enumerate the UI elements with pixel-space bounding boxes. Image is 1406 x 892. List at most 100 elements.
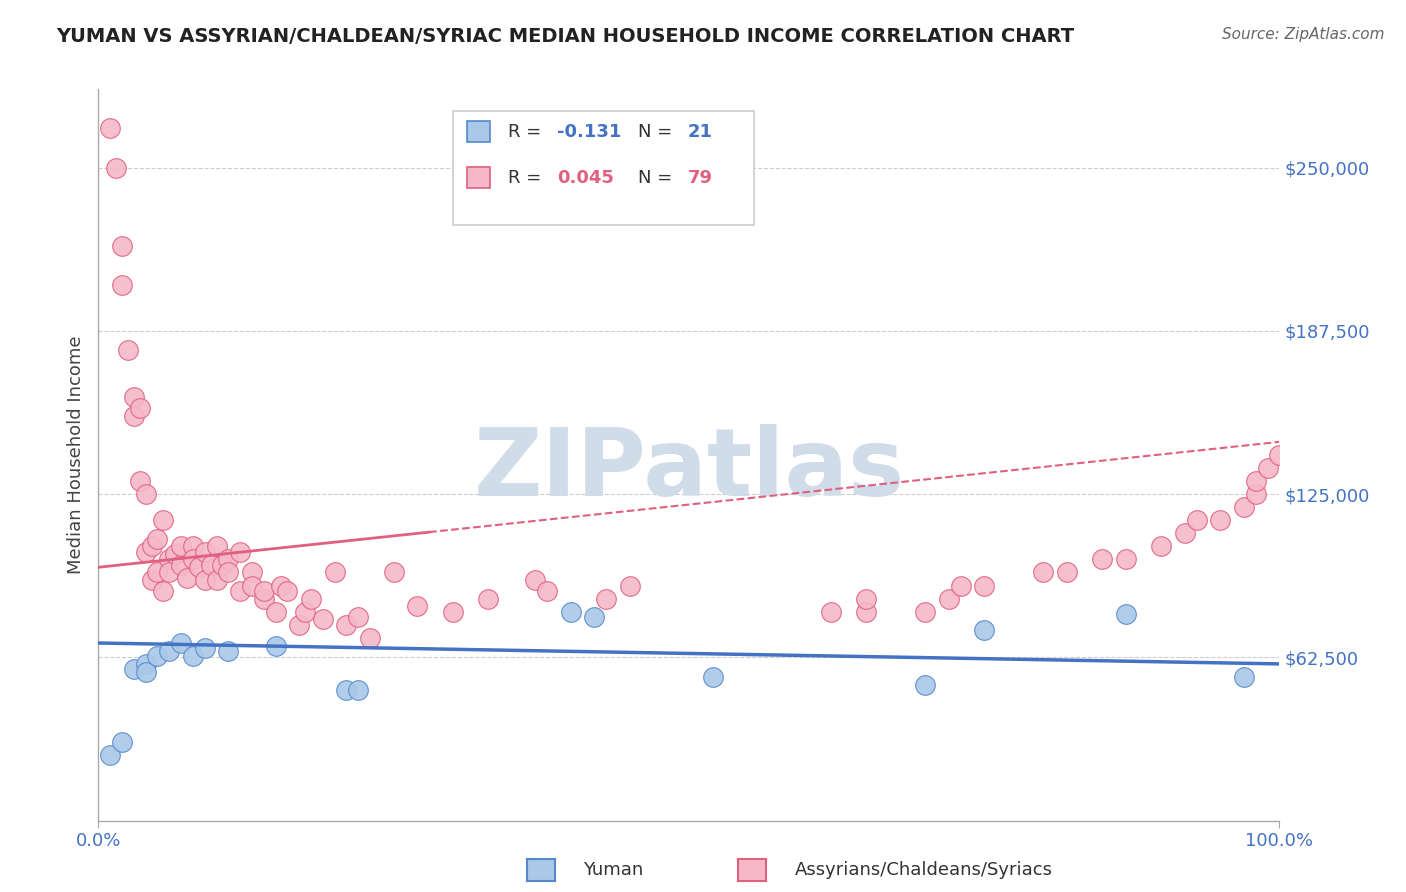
Point bbox=[299, 591, 322, 606]
Point bbox=[152, 513, 174, 527]
Point bbox=[122, 391, 145, 405]
Point bbox=[294, 605, 316, 619]
Point bbox=[949, 578, 972, 592]
Text: 79: 79 bbox=[688, 169, 713, 186]
Point bbox=[141, 539, 163, 553]
Text: -0.131: -0.131 bbox=[557, 122, 621, 141]
Point bbox=[240, 578, 263, 592]
Point bbox=[146, 532, 169, 546]
Point bbox=[347, 610, 370, 624]
Point bbox=[264, 639, 287, 653]
Point bbox=[217, 566, 239, 580]
Point bbox=[1032, 566, 1054, 580]
Point bbox=[323, 566, 346, 580]
Point bbox=[335, 683, 357, 698]
Point bbox=[135, 487, 157, 501]
Point bbox=[200, 558, 222, 572]
Point bbox=[406, 599, 429, 614]
Point bbox=[1244, 474, 1267, 488]
Point bbox=[1115, 607, 1137, 622]
Text: ZIPatlas: ZIPatlas bbox=[474, 424, 904, 516]
Point bbox=[702, 670, 724, 684]
Point bbox=[165, 547, 187, 561]
Point bbox=[583, 610, 606, 624]
Point bbox=[217, 552, 239, 566]
Point bbox=[524, 574, 547, 588]
Y-axis label: Median Household Income: Median Household Income bbox=[66, 335, 84, 574]
Point bbox=[914, 678, 936, 692]
Point bbox=[135, 544, 157, 558]
Point bbox=[111, 239, 134, 253]
Point bbox=[128, 474, 150, 488]
Point bbox=[98, 121, 121, 136]
Point bbox=[855, 591, 877, 606]
Point bbox=[560, 605, 582, 619]
Point bbox=[536, 583, 558, 598]
Point bbox=[205, 539, 228, 553]
Point bbox=[187, 560, 209, 574]
Text: Assyrians/Chaldeans/Syriacs: Assyrians/Chaldeans/Syriacs bbox=[794, 861, 1052, 879]
Point bbox=[146, 649, 169, 664]
Point bbox=[1268, 448, 1291, 462]
Point bbox=[240, 566, 263, 580]
Point bbox=[122, 662, 145, 676]
Point bbox=[973, 578, 995, 592]
Point bbox=[111, 735, 134, 749]
Text: 0.045: 0.045 bbox=[557, 169, 614, 186]
Point bbox=[181, 539, 204, 553]
Text: R =: R = bbox=[508, 122, 547, 141]
Point bbox=[117, 343, 139, 358]
FancyBboxPatch shape bbox=[453, 112, 754, 225]
Point bbox=[141, 574, 163, 588]
Point bbox=[477, 591, 499, 606]
Point bbox=[441, 605, 464, 619]
Text: YUMAN VS ASSYRIAN/CHALDEAN/SYRIAC MEDIAN HOUSEHOLD INCOME CORRELATION CHART: YUMAN VS ASSYRIAN/CHALDEAN/SYRIAC MEDIAN… bbox=[56, 27, 1074, 45]
Point bbox=[176, 571, 198, 585]
Text: Yuman: Yuman bbox=[583, 861, 644, 879]
Point bbox=[938, 591, 960, 606]
Text: R =: R = bbox=[508, 169, 547, 186]
Point bbox=[157, 552, 180, 566]
Point bbox=[276, 583, 298, 598]
Point bbox=[135, 657, 157, 671]
Point bbox=[359, 631, 381, 645]
Point bbox=[595, 591, 617, 606]
Bar bbox=[467, 168, 491, 188]
Point bbox=[194, 641, 217, 656]
Point bbox=[1174, 526, 1197, 541]
Point bbox=[1150, 539, 1173, 553]
Point bbox=[312, 613, 335, 627]
Point bbox=[347, 683, 370, 698]
Point bbox=[229, 583, 252, 598]
Point bbox=[855, 605, 877, 619]
Text: 21: 21 bbox=[688, 122, 713, 141]
Point bbox=[1209, 513, 1232, 527]
Point bbox=[973, 623, 995, 637]
Point bbox=[111, 278, 134, 293]
Point bbox=[152, 583, 174, 598]
Point bbox=[211, 558, 233, 572]
Point bbox=[1056, 566, 1078, 580]
Point bbox=[170, 539, 193, 553]
Point bbox=[1233, 500, 1256, 515]
Point bbox=[335, 617, 357, 632]
Point bbox=[157, 566, 180, 580]
Point bbox=[1244, 487, 1267, 501]
Point bbox=[1257, 461, 1279, 475]
Point bbox=[217, 644, 239, 658]
Point bbox=[205, 574, 228, 588]
Point bbox=[382, 566, 405, 580]
Point bbox=[1185, 513, 1208, 527]
Point bbox=[105, 161, 128, 175]
Point bbox=[181, 649, 204, 664]
Text: Source: ZipAtlas.com: Source: ZipAtlas.com bbox=[1222, 27, 1385, 42]
Point bbox=[194, 544, 217, 558]
Point bbox=[146, 566, 169, 580]
Point bbox=[229, 544, 252, 558]
Point bbox=[619, 578, 641, 592]
Point bbox=[170, 636, 193, 650]
Point bbox=[170, 558, 193, 572]
Point bbox=[98, 748, 121, 763]
Point bbox=[288, 617, 311, 632]
Point bbox=[1115, 552, 1137, 566]
